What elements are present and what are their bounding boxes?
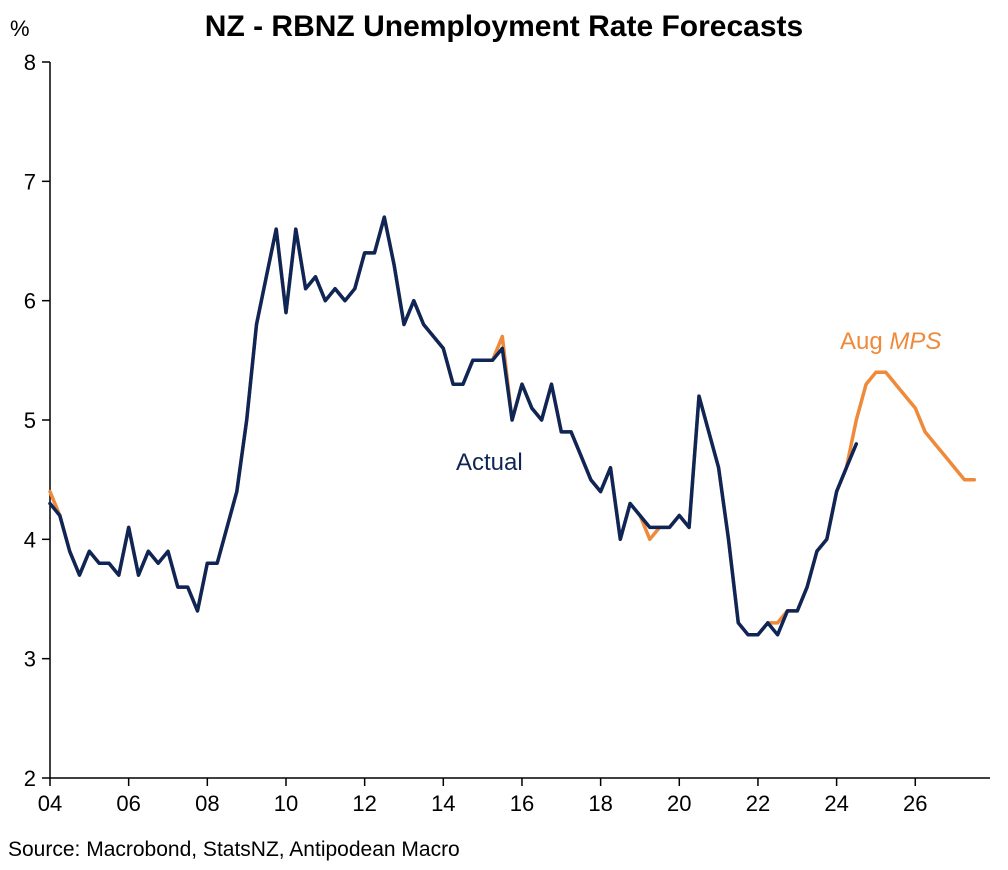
series-lines [48,215,977,637]
x-tick-label: 16 [510,791,534,816]
x-tick-label: 24 [824,791,848,816]
y-tick-label: 8 [24,50,36,75]
x-tick-label: 18 [588,791,612,816]
y-axis-unit-label: % [10,16,30,41]
x-tick-label: 22 [746,791,770,816]
x-tick-label: 12 [352,791,376,816]
forecast-label-italic-text: MPS [889,328,941,355]
x-tick-label: 14 [431,791,455,816]
actual-series-line [48,215,859,637]
series-annotations: Actual Aug MPS [456,328,941,476]
forecast-series-label: Aug MPS [840,328,941,355]
x-tick-label: 04 [38,791,62,816]
x-tick-label: 10 [274,791,298,816]
y-tick-label: 7 [24,169,36,194]
y-tick-label: 2 [24,766,36,791]
y-tick-label: 6 [24,289,36,314]
actual-series-label: Actual [456,449,523,476]
forecast-series-line [48,215,977,637]
x-tick-label: 26 [903,791,927,816]
source-note: Source: Macrobond, StatsNZ, Antipodean M… [8,838,460,861]
y-tick-label: 5 [24,408,36,433]
axes: 2 3 4 5 6 7 8 04 06 08 10 12 14 16 18 20 22 24 26 [24,50,990,816]
y-tick-label: 4 [24,527,36,552]
x-tick-label: 08 [195,791,219,816]
y-tick-label: 3 [24,647,36,672]
actual-label-text: Actual [456,449,523,476]
x-tick-label: 20 [667,791,691,816]
forecast-label-text: Aug [840,328,889,355]
chart-title: NZ - RBNZ Unemployment Rate Forecasts [204,10,804,43]
x-tick-label: 06 [116,791,140,816]
